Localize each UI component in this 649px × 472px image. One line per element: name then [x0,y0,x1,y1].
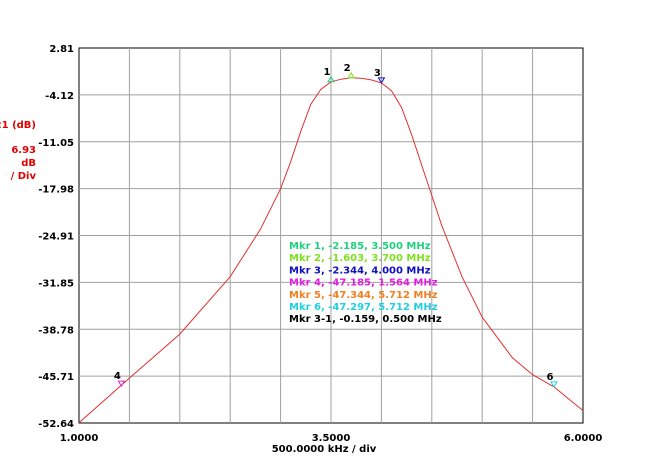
y-tick-label: -31.85 [38,278,74,289]
y-axis-label-line: 6.93 [11,145,36,156]
marker-number: 3 [374,68,381,79]
marker-triangle [347,71,356,79]
x-tick-label: 3.5000 [312,433,351,444]
series-line [78,77,584,424]
x-tick-label: 1.0000 [60,433,99,444]
x-tick-label: 6.0000 [564,433,603,444]
marker-number: 6 [546,372,553,383]
y-tick-label: -52.64 [38,419,74,430]
y-axis-label-line: dB [21,158,36,169]
y-axis-label-line: / Div [11,171,37,182]
marker-number: 2 [344,63,351,74]
y-tick-label: -11.05 [38,138,74,149]
marker-number: 1 [324,67,331,78]
y-tick-label: -4.12 [45,91,74,102]
x-axis-ticks: 1.0000 3.5000 6.0000 [60,433,603,444]
y-axis-ticks: 2.81 -4.12 -11.05 -17.98 -24.91 -31.85 -38.78 -… [38,44,74,430]
chart-grid [78,47,584,424]
y-tick-label: 2.81 [49,44,74,55]
marker-triangle [327,75,335,83]
y-axis-label: S21 (dB) 6.93 dB / Div [0,120,36,182]
marker-number: 4 [114,371,121,382]
y-tick-label: -38.78 [38,325,74,336]
marker-readout-row: Mkr 4, -47.185, 1.564 MHz [289,278,438,289]
marker-triangle [117,380,126,388]
y-tick-label: -24.91 [38,232,74,243]
marker-readout-row: Mkr 5, -47.344, 5.712 MHz [289,290,438,301]
marker-readout-row: Mkr 1, -2.185, 3.500 MHz [289,241,431,252]
series-layer [78,77,584,424]
marker-triangle [550,381,558,388]
y-axis-label-line: S21 (dB) [0,120,36,131]
marker-readout-row: Mkr 3-1, -0.159, 0.500 MHz [289,314,442,325]
marker-layer: 1 2 3 4 6 [114,63,558,388]
marker-triangle [377,77,386,84]
y-tick-label: -45.71 [38,372,74,383]
marker-readout-row: Mkr 6, -47.297, 5.712 MHz [289,302,438,313]
marker-readout-row: Mkr 2, -1.603, 3.700 MHz [289,253,431,264]
x-axis-label: 500.0000 kHz / div [272,444,377,455]
y-tick-label: -17.98 [38,185,74,196]
marker-readout-row: Mkr 3, -2.344, 4.000 MHz [289,265,431,276]
